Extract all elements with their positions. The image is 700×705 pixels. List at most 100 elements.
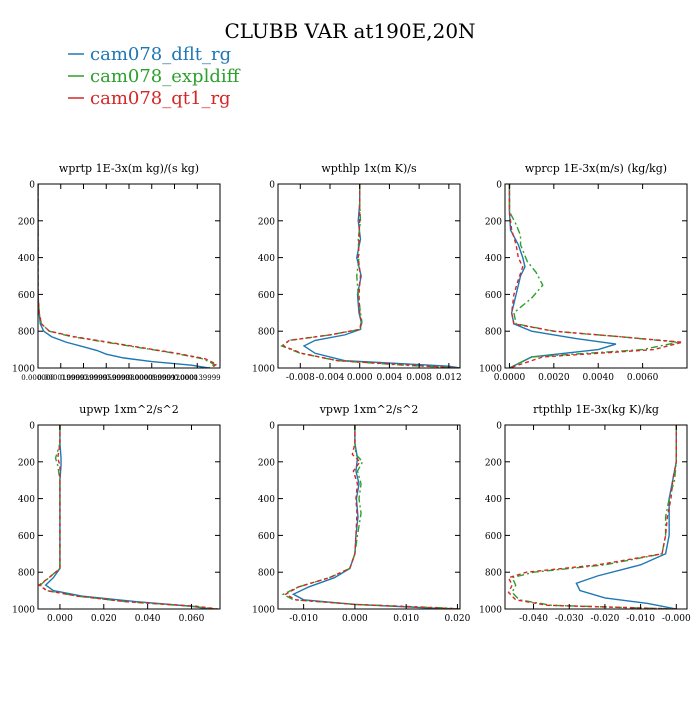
x-tick-label: -0.020 <box>591 614 620 624</box>
series-line <box>281 184 460 368</box>
series-line <box>280 184 460 368</box>
x-tick-label: -0.040 <box>519 614 548 624</box>
x-tick-label: 0.000139999 <box>174 374 221 382</box>
legend-label: cam078_qt1_rg <box>90 88 231 109</box>
panel-title: rtpthlp 1E-3x(kg K)/kg <box>533 403 659 416</box>
series-line <box>38 184 219 368</box>
y-tick-label: 600 <box>18 532 35 542</box>
plot-frame <box>504 424 688 610</box>
x-tick-label: 0.000099999 <box>128 374 175 382</box>
series-line <box>302 184 460 368</box>
y-tick-label: 400 <box>258 495 275 505</box>
legend-item: cam078_qt1_rg <box>68 88 231 109</box>
y-tick-label: 200 <box>18 458 35 468</box>
panel: wprtp 1E-3x(m kg)/(s kg) 0 200 400 600 800 100… <box>12 162 221 382</box>
y-tick-label: 800 <box>18 569 35 579</box>
panel: upwp 1xm^2/s^2 0 200 400 600 800 1000 0.000 0.02… <box>12 403 221 624</box>
x-tick-label: 0.0040 <box>582 373 614 383</box>
legend-item: cam078_dflt_rg <box>68 44 231 65</box>
panel-title: upwp 1xm^2/s^2 <box>79 403 179 416</box>
y-tick-label: 800 <box>18 328 35 338</box>
y-tick-label: 200 <box>485 217 502 227</box>
plot-frame <box>37 424 221 610</box>
y-tick-label: 400 <box>258 254 275 264</box>
x-tick-label: -0.010 <box>626 614 655 624</box>
x-tick-label: -0.010 <box>289 614 318 624</box>
y-tick-label: 600 <box>485 291 502 301</box>
y-tick-label: 600 <box>485 532 502 542</box>
panel-title: wprcp 1E-3x(m/s) (kg/kg) <box>525 162 667 175</box>
panels: wprtp 1E-3x(m kg)/(s kg) 0 200 400 600 800 100… <box>12 162 691 624</box>
series-line <box>511 425 677 609</box>
y-tick-label: 200 <box>485 458 502 468</box>
series-line <box>281 425 458 609</box>
series-line <box>507 425 677 609</box>
x-tick-label: 0.000 <box>47 614 73 624</box>
series-line <box>508 184 679 368</box>
panel: vpwp 1xm^2/s^2 0 200 400 600 800 1000 -0.010 0.0… <box>252 403 470 624</box>
x-tick-label: 0.000019999 <box>37 374 84 382</box>
series-line <box>284 425 460 609</box>
x-tick-label: 0.000000 <box>21 374 54 382</box>
legend-item: cam078_expldiff <box>68 66 241 87</box>
series-line <box>38 184 216 368</box>
y-tick-label: 1000 <box>12 365 35 375</box>
x-tick-label: 0.000059999 <box>83 374 130 382</box>
legend-label: cam078_expldiff <box>90 66 241 87</box>
y-tick-label: 800 <box>258 328 275 338</box>
y-tick-label: 1000 <box>479 606 502 616</box>
y-tick-label: 400 <box>485 254 502 264</box>
panel-title: wprtp 1E-3x(m kg)/(s kg) <box>59 162 199 175</box>
x-tick-label: -0.004 <box>316 373 345 383</box>
series-line <box>38 184 209 368</box>
plot-frame <box>37 183 221 369</box>
y-tick-label: 0 <box>29 181 35 191</box>
series-line <box>575 425 677 609</box>
y-tick-label: 600 <box>18 291 35 301</box>
series-line <box>38 425 218 609</box>
x-tick-label: 0.000 <box>347 373 373 383</box>
plot-frame <box>277 424 461 610</box>
plot-frame <box>277 183 461 369</box>
x-tick-label: 0.000120000 <box>151 374 198 382</box>
x-tick-label: 0.012 <box>436 373 462 383</box>
series-line <box>44 425 210 609</box>
panel-title: wpthlp 1x(m K)/s <box>321 162 417 175</box>
panel: wprcp 1E-3x(m/s) (kg/kg) 0 200 400 600 800 100… <box>479 162 688 383</box>
y-tick-label: 400 <box>485 495 502 505</box>
y-tick-label: 1000 <box>479 365 502 375</box>
y-tick-label: 0 <box>269 181 275 191</box>
y-tick-label: 200 <box>258 458 275 468</box>
panel: wpthlp 1x(m K)/s 0 200 400 600 800 1000 -0.008-… <box>252 162 462 383</box>
y-tick-label: 0 <box>496 422 502 432</box>
x-tick-label: 0.020 <box>91 614 117 624</box>
x-tick-label: -0.000 <box>662 614 691 624</box>
y-tick-label: 600 <box>258 532 275 542</box>
y-tick-label: 200 <box>18 217 35 227</box>
x-tick-label: 0.000080000 <box>106 374 153 382</box>
figure-title: CLUBB VAR at190E,20N <box>224 19 475 43</box>
y-tick-label: 0 <box>269 422 275 432</box>
y-tick-label: 0 <box>496 181 502 191</box>
series-line <box>39 425 216 609</box>
y-tick-label: 1000 <box>12 606 35 616</box>
x-tick-label: -0.030 <box>555 614 584 624</box>
x-tick-label: 0.008 <box>406 373 432 383</box>
plot-frame <box>504 183 688 369</box>
legend-label: cam078_dflt_rg <box>90 44 231 65</box>
panel: rtpthlp 1E-3x(kg K)/kg 0 200 400 600 800 1000 -… <box>479 403 691 624</box>
x-tick-label: -0.008 <box>286 373 315 383</box>
y-tick-label: 800 <box>485 328 502 338</box>
x-tick-label: 0.020 <box>445 614 471 624</box>
x-tick-label: 0.0020 <box>538 373 570 383</box>
y-tick-label: 600 <box>258 291 275 301</box>
y-tick-label: 1000 <box>252 365 275 375</box>
y-tick-label: 1000 <box>252 606 275 616</box>
x-tick-label: 0.000039999 <box>60 374 107 382</box>
x-tick-label: 0.000 <box>342 614 368 624</box>
series-line <box>508 184 683 368</box>
x-tick-label: 0.0000 <box>494 373 526 383</box>
y-tick-label: 800 <box>485 569 502 579</box>
x-tick-label: 0.0060 <box>627 373 659 383</box>
